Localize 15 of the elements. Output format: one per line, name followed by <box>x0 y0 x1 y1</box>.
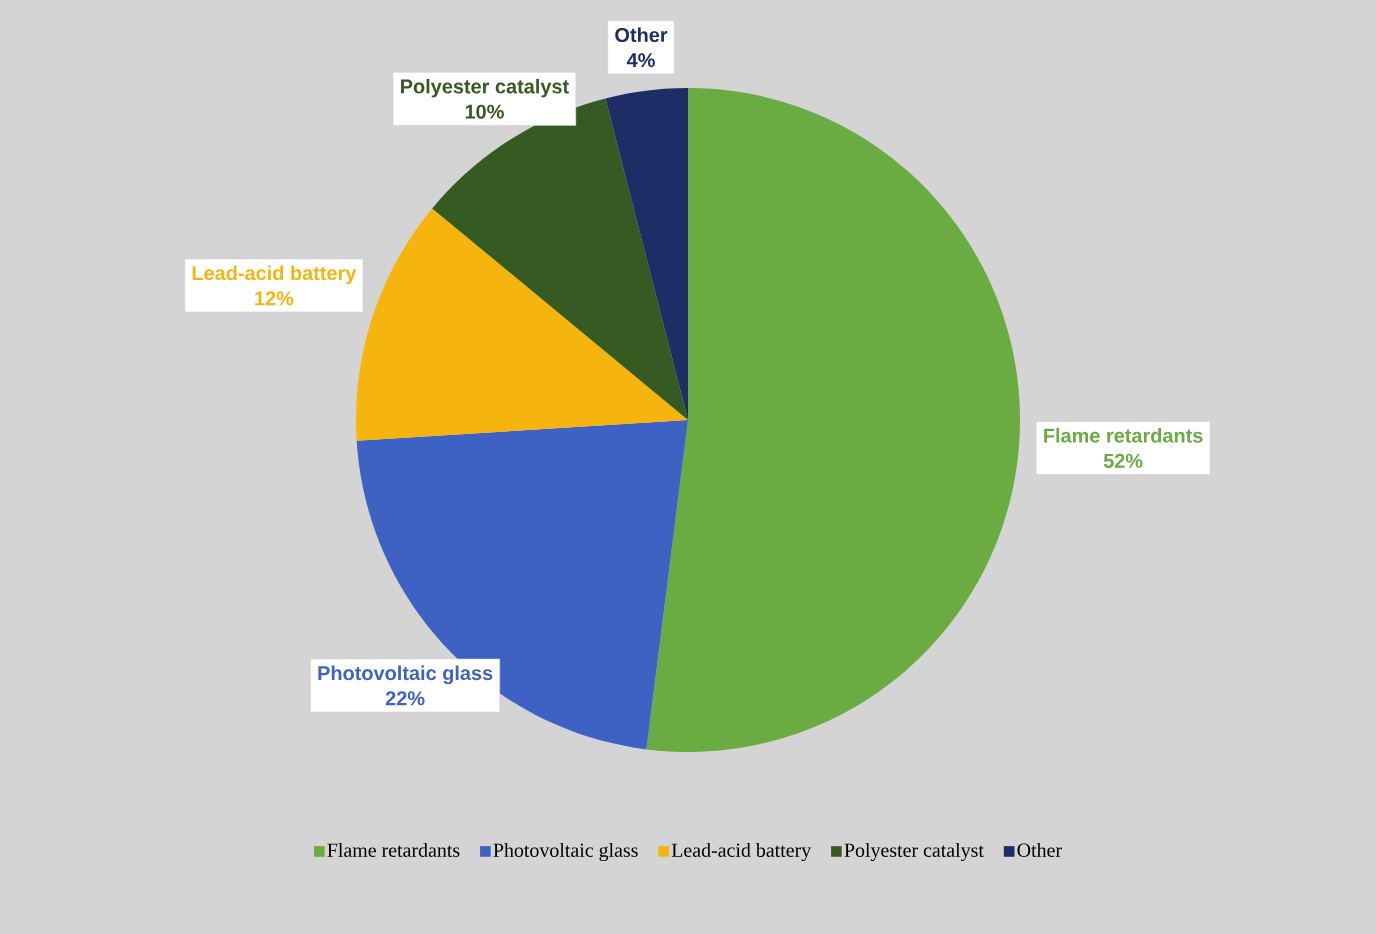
data-label: 4% <box>626 53 655 68</box>
slice-label: Flame retardants <box>1044 428 1203 443</box>
legend-label: Polyester catalyst <box>844 842 984 862</box>
data-label: 22% <box>385 691 425 706</box>
data-label: 52% <box>1103 453 1143 468</box>
legend-label: Photovoltaic glass <box>493 842 638 862</box>
legend-label: Other <box>1017 842 1062 857</box>
data-label: 10% <box>465 104 504 119</box>
legend-label: Flame retardants <box>327 842 460 857</box>
slice-label: Other <box>615 27 668 43</box>
slice-label: Photovoltaic glass <box>318 665 493 685</box>
data-label: 12% <box>255 291 294 306</box>
legend-label: Lead-acid battery <box>671 842 812 862</box>
slice-label: Lead-acid battery <box>192 265 357 285</box>
slice-label: Polyester catalyst <box>401 78 569 98</box>
